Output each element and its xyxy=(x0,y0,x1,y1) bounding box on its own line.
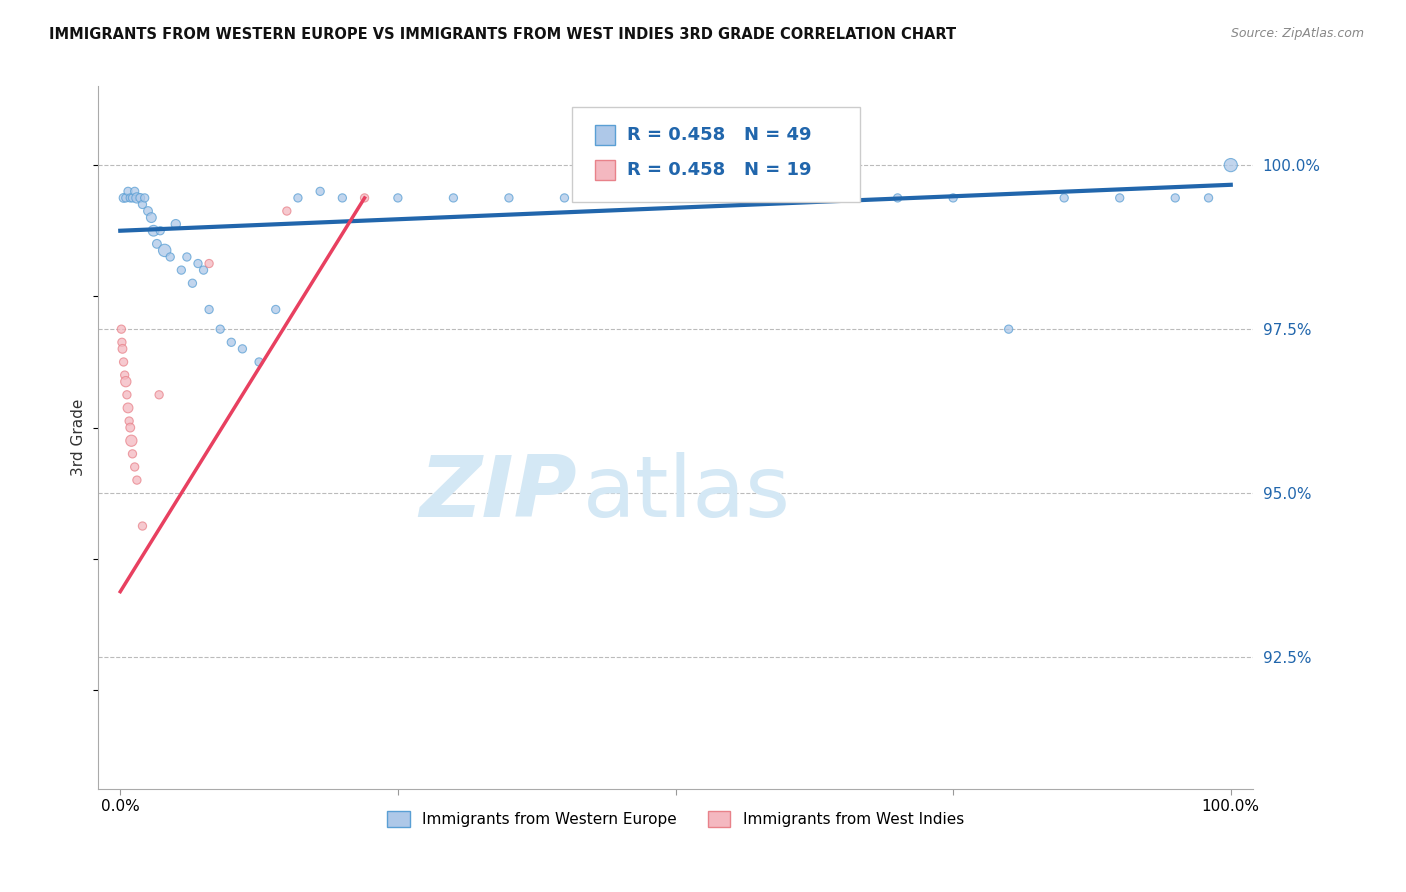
Point xyxy=(247,355,270,369)
Point xyxy=(1108,191,1130,205)
Text: ZIP: ZIP xyxy=(420,452,578,535)
Legend: Immigrants from Western Europe, Immigrants from West Indies: Immigrants from Western Europe, Immigran… xyxy=(381,805,970,833)
Point xyxy=(125,191,148,205)
Point xyxy=(209,322,232,336)
Point xyxy=(112,355,135,369)
Point xyxy=(553,191,575,205)
Point xyxy=(114,368,136,383)
Point xyxy=(149,224,172,238)
Point xyxy=(134,191,156,205)
Point xyxy=(136,204,159,219)
Point xyxy=(198,302,221,317)
Text: Source: ZipAtlas.com: Source: ZipAtlas.com xyxy=(1230,27,1364,40)
Point xyxy=(942,191,965,205)
Point xyxy=(187,256,209,270)
Point xyxy=(159,250,181,264)
Point xyxy=(181,277,204,291)
Point xyxy=(1164,191,1187,205)
FancyBboxPatch shape xyxy=(595,125,616,145)
Point xyxy=(198,256,221,270)
Point xyxy=(193,263,215,277)
Point xyxy=(264,302,287,317)
Point xyxy=(124,460,146,475)
Point xyxy=(120,434,142,448)
Point xyxy=(114,375,136,389)
Point xyxy=(165,217,187,231)
Point xyxy=(112,191,135,205)
Point xyxy=(110,322,132,336)
Point xyxy=(330,191,353,205)
Point xyxy=(111,342,134,356)
Point xyxy=(120,420,142,434)
Y-axis label: 3rd Grade: 3rd Grade xyxy=(72,399,86,476)
Point xyxy=(276,204,298,219)
Point xyxy=(170,263,193,277)
Point xyxy=(146,236,169,251)
Text: atlas: atlas xyxy=(583,452,792,535)
Point xyxy=(221,335,243,350)
Point xyxy=(148,388,170,402)
Point xyxy=(129,191,152,205)
Text: R = 0.458   N = 49: R = 0.458 N = 49 xyxy=(627,126,811,144)
Text: IMMIGRANTS FROM WESTERN EUROPE VS IMMIGRANTS FROM WEST INDIES 3RD GRADE CORRELAT: IMMIGRANTS FROM WESTERN EUROPE VS IMMIGR… xyxy=(49,27,956,42)
Point xyxy=(886,191,908,205)
Point xyxy=(153,244,176,258)
Point xyxy=(114,191,136,205)
Point xyxy=(309,185,332,199)
Point xyxy=(831,191,853,205)
Point xyxy=(997,322,1019,336)
Point xyxy=(775,191,797,205)
Point xyxy=(498,191,520,205)
Point xyxy=(1053,191,1076,205)
Point xyxy=(1219,158,1241,172)
Point xyxy=(131,197,153,211)
Point xyxy=(231,342,253,356)
Point xyxy=(131,519,153,533)
Point xyxy=(387,191,409,205)
Point xyxy=(121,447,143,461)
Point xyxy=(664,191,686,205)
Point xyxy=(117,401,139,415)
Point xyxy=(176,250,198,264)
Point xyxy=(441,191,464,205)
Point xyxy=(117,185,139,199)
Point xyxy=(115,388,138,402)
FancyBboxPatch shape xyxy=(572,107,860,202)
Point xyxy=(118,414,141,428)
Point xyxy=(111,335,134,350)
Point xyxy=(609,191,631,205)
Point xyxy=(287,191,309,205)
Point xyxy=(720,191,742,205)
Point xyxy=(142,224,165,238)
Point xyxy=(1198,191,1220,205)
Point xyxy=(124,185,146,199)
Text: R = 0.458   N = 19: R = 0.458 N = 19 xyxy=(627,161,811,179)
Point xyxy=(125,473,148,487)
Point xyxy=(121,191,143,205)
Point xyxy=(141,211,163,225)
Point xyxy=(120,191,142,205)
Point xyxy=(353,191,375,205)
FancyBboxPatch shape xyxy=(595,160,616,180)
